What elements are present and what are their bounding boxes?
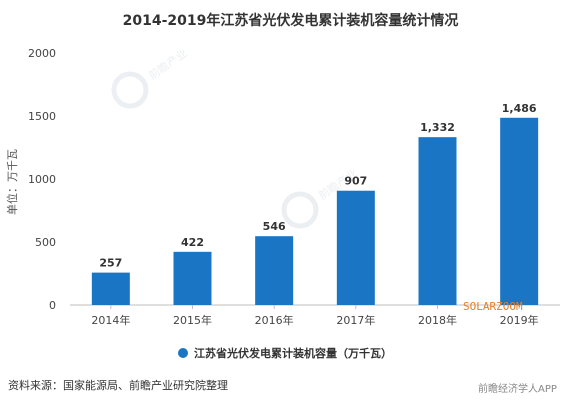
x-tick-label: 2016年 [255, 313, 294, 327]
watermark-logo-icon [111, 71, 149, 109]
bar [336, 190, 375, 305]
y-tick-label: 0 [49, 299, 56, 312]
bars: 257 422 546 907 1,332 1,486 [91, 102, 539, 305]
y-tick-label: 1000 [28, 173, 56, 186]
y-tick-label: 1500 [28, 110, 56, 123]
source-note: 资料来源：国家能源局、前瞻产业研究院整理 [8, 379, 228, 392]
watermark-bottom-right: 前瞻经济学人APP [478, 382, 557, 395]
y-axis: 0 500 1000 1500 2000 [28, 47, 56, 312]
bar-value-label: 1,486 [502, 102, 537, 115]
watermark-logos: 前瞻产业 前瞻产业 [111, 46, 360, 229]
watermark-solarzoom: SOLARZOOM [463, 300, 523, 313]
bar [255, 236, 294, 305]
y-tick-label: 2000 [28, 47, 56, 60]
bar-value-label: 907 [344, 175, 367, 188]
legend-label: 江苏省光伏发电累计装机容量（万千瓦） [194, 346, 392, 360]
bar-value-label: 257 [99, 257, 122, 270]
legend: 江苏省光伏发电累计装机容量（万千瓦） [178, 346, 392, 360]
bar [173, 251, 212, 305]
bar-value-label: 422 [181, 236, 204, 249]
x-tick-label: 2014年 [91, 313, 130, 327]
y-axis-label: 单位：万千瓦 [5, 149, 19, 215]
bar-value-label: 546 [263, 220, 286, 233]
bar [91, 272, 130, 305]
x-tick-label: 2018年 [418, 313, 457, 327]
x-tick-label: 2015年 [173, 313, 212, 327]
watermark-logo-icon [281, 191, 319, 229]
x-axis: 2014年 2015年 2016年 2017年 2018年 2019年 [91, 305, 539, 327]
bar-value-label: 1,332 [420, 121, 455, 134]
watermark-qianzhan-1: 前瞻产业 [146, 46, 190, 83]
bar [500, 117, 539, 305]
chart-title: 2014-2019年江苏省光伏发电累计装机容量统计情况 [122, 13, 459, 29]
x-tick-label: 2019年 [500, 313, 539, 327]
y-tick-label: 500 [35, 236, 56, 249]
legend-marker [178, 348, 188, 358]
x-tick-label: 2017年 [336, 313, 375, 327]
bar [418, 137, 457, 305]
